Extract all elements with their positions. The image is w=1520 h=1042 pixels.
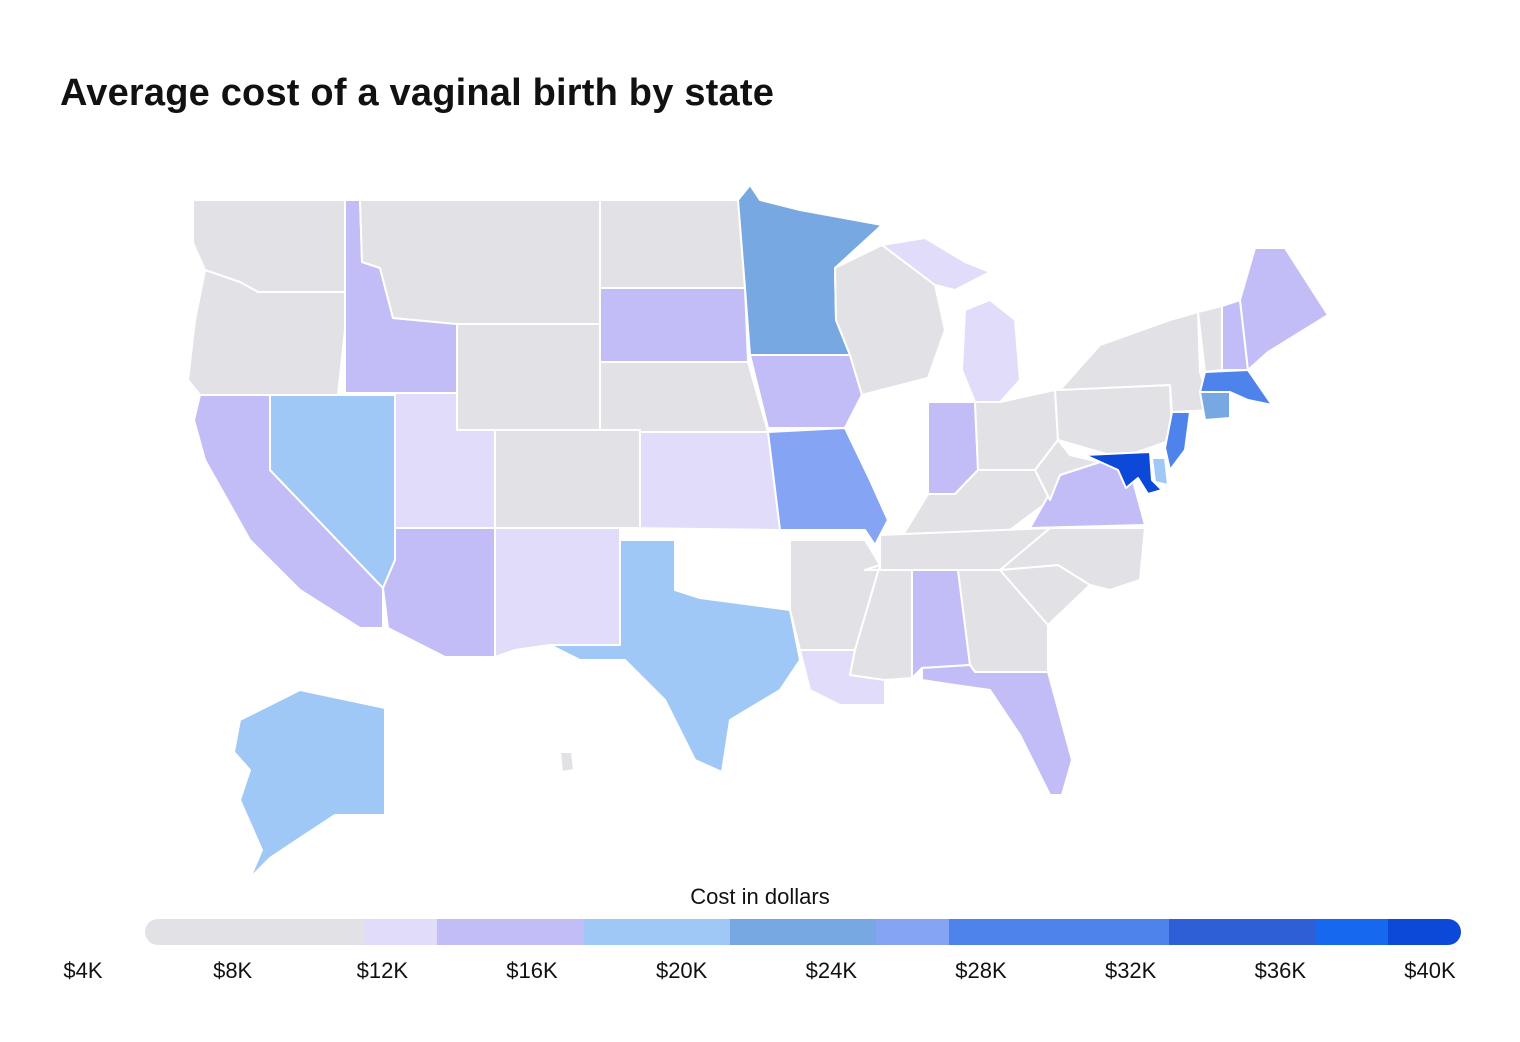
- state-mt[interactable]: [359, 199, 601, 325]
- state-nm[interactable]: [494, 527, 621, 658]
- state-fl[interactable]: [921, 664, 1073, 796]
- legend-segment: [876, 919, 950, 945]
- legend-tick-label: $40K: [1404, 958, 1456, 983]
- legend-tick-label: $20K: [655, 958, 708, 983]
- legend-tick-label: $8K: [213, 958, 253, 983]
- legend-tick-label: $4K: [63, 958, 103, 983]
- legend-segment: [583, 919, 730, 945]
- legend-title: Cost in dollars: [690, 884, 830, 909]
- legend-segment: [729, 919, 877, 945]
- state-hi[interactable]: [559, 751, 575, 773]
- state-az[interactable]: [382, 527, 496, 658]
- legend-segment: [145, 919, 365, 945]
- legend-tick-label: $16K: [506, 958, 558, 983]
- state-or[interactable]: [187, 269, 346, 396]
- us-choropleth-map: [187, 184, 1329, 879]
- state-ne[interactable]: [599, 361, 769, 433]
- state-md[interactable]: [1084, 451, 1163, 495]
- state-il[interactable]: [844, 377, 929, 541]
- state-ny[interactable]: [1059, 311, 1213, 413]
- legend-segment: [1387, 919, 1461, 945]
- legend-segment: [364, 919, 438, 945]
- legend-tick-label: $28K: [955, 958, 1007, 983]
- state-tx[interactable]: [549, 539, 801, 773]
- state-ia[interactable]: [749, 354, 863, 429]
- legend-segment: [437, 919, 584, 945]
- state-ak[interactable]: [233, 689, 386, 879]
- state-vt[interactable]: [1197, 305, 1223, 373]
- legend-tick-label: $24K: [805, 958, 858, 983]
- legend-segment: [1168, 919, 1315, 945]
- state-me[interactable]: [1239, 247, 1329, 371]
- state-de[interactable]: [1151, 457, 1169, 486]
- legend-tick-label: $32K: [1104, 958, 1157, 983]
- legend-tick-label: $12K: [356, 958, 409, 983]
- legend-segment: [949, 919, 1169, 945]
- legend-tick-label: $36K: [1254, 958, 1307, 983]
- state-nd[interactable]: [599, 199, 746, 289]
- chart-title: Average cost of a vaginal birth by state: [60, 72, 775, 114]
- state-wy[interactable]: [456, 323, 601, 431]
- state-mi[interactable]: [881, 237, 1021, 403]
- legend-segment: [1314, 919, 1388, 945]
- state-co[interactable]: [494, 429, 641, 529]
- state-sd[interactable]: [599, 287, 749, 363]
- state-ks[interactable]: [639, 431, 781, 531]
- state-ct[interactable]: [1199, 391, 1231, 421]
- state-nj[interactable]: [1164, 411, 1191, 471]
- state-pa[interactable]: [1054, 384, 1173, 459]
- legend-color-scale: [145, 919, 1461, 945]
